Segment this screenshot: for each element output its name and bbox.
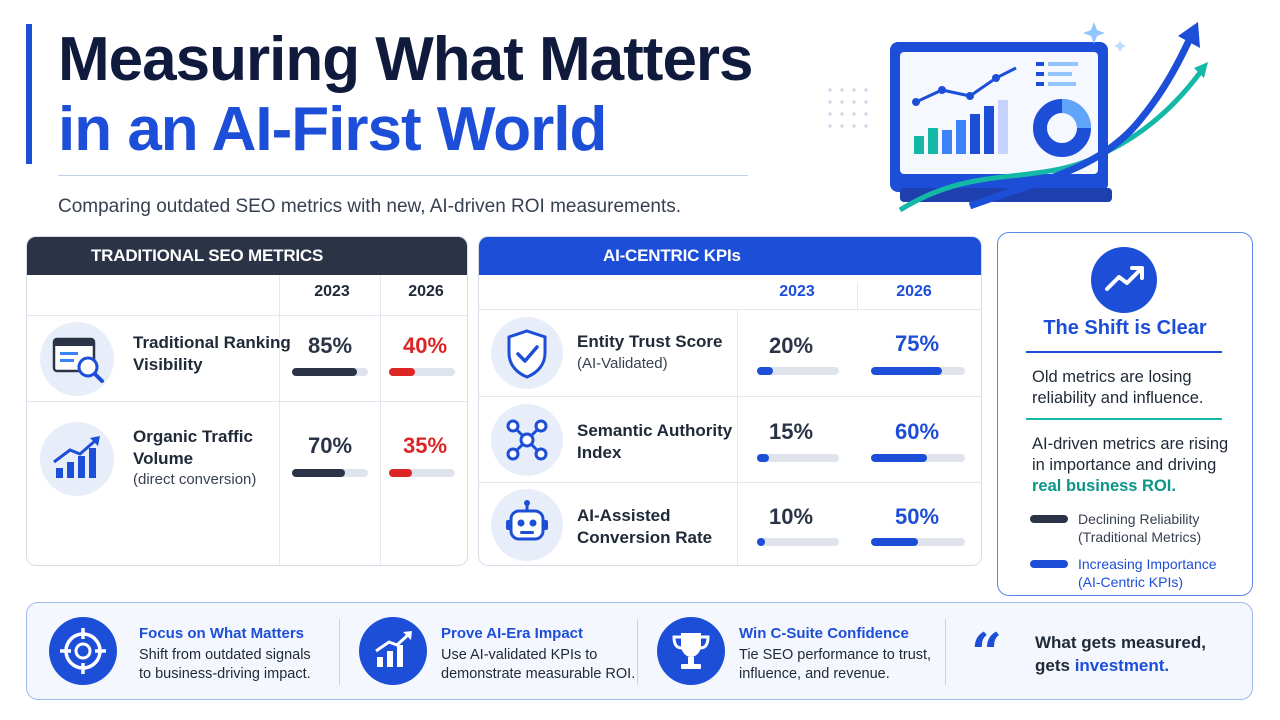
page-subtitle: Comparing outdated SEO metrics with new,… <box>58 196 682 217</box>
column-divider <box>380 275 381 565</box>
bar-2023 <box>757 454 839 462</box>
page-title-line1: Measuring What Matters <box>58 25 754 94</box>
traditional-metrics-heading: TRADITIONAL SEO METRICS <box>27 237 467 275</box>
legend-swatch-increasing <box>1030 560 1068 568</box>
footer-item-text: Use AI-validated KPIs to demonstrate mea… <box>441 647 636 682</box>
value-2026: 40% <box>402 333 448 358</box>
footer-item-text: Tie SEO performance to trust, influence,… <box>739 647 932 682</box>
metric-name: Semantic Authority Index <box>577 421 733 462</box>
legend-increasing: Increasing Importance (AI-Centric KPIs) <box>1078 556 1217 590</box>
row-divider <box>27 315 467 316</box>
footer-separator <box>945 619 946 685</box>
dashboard-illustration <box>828 22 1208 213</box>
bar-2026 <box>389 469 455 477</box>
metric-subtext: (AI-Validated) <box>577 355 668 372</box>
row-divider <box>479 482 981 483</box>
bar-2023 <box>292 368 368 376</box>
bar-2026 <box>871 454 965 462</box>
trophy-icon <box>657 617 725 685</box>
column-header-2026: 2026 <box>896 283 932 300</box>
column-header-2023: 2023 <box>314 283 350 300</box>
bar-2023 <box>292 469 368 477</box>
title-accent-bar <box>26 24 32 164</box>
shift-old-text: Old metrics are losing reliability and i… <box>1032 368 1204 407</box>
robot-icon <box>491 489 563 561</box>
quote-mark-icon: “ <box>971 621 1003 685</box>
bar-2023 <box>757 367 839 375</box>
traditional-metrics-panel: TRADITIONAL SEO METRICS 2023 2026 Tradit… <box>26 236 468 566</box>
column-header-2023: 2023 <box>779 283 815 300</box>
footer-item-text: Shift from outdated signals to business-… <box>139 647 311 682</box>
page-title-line2: in an AI-First World <box>58 95 607 164</box>
value-2023: 10% <box>768 504 814 529</box>
shield-check-icon <box>491 317 563 389</box>
row-divider <box>27 401 467 402</box>
metric-name: Entity Trust Score <box>577 332 723 351</box>
search-report-icon <box>40 322 114 396</box>
ai-kpis-heading: AI-CENTRIC KPIs <box>479 237 981 275</box>
value-2026: 75% <box>894 331 940 356</box>
bar-2026 <box>871 538 965 546</box>
title-divider <box>58 175 748 176</box>
column-header-2026: 2026 <box>408 283 444 300</box>
value-2026: 35% <box>402 433 448 458</box>
footer-item-heading: Win C-Suite Confidence <box>739 625 909 642</box>
row-divider <box>479 309 981 310</box>
footer-item-heading: Focus on What Matters <box>139 625 305 642</box>
value-2026: 60% <box>894 419 940 444</box>
bar-2026 <box>871 367 965 375</box>
growth-chart-icon <box>359 617 427 685</box>
shift-divider <box>1026 418 1222 420</box>
metric-subtext: (direct conversion) <box>133 471 257 488</box>
legend-declining: Declining Reliability (Traditional Metri… <box>1078 511 1202 545</box>
target-icon <box>49 617 117 685</box>
bar-2023 <box>757 538 839 546</box>
bar-2026 <box>389 368 455 376</box>
value-2023: 15% <box>768 419 814 444</box>
shift-summary-card: The Shift is Clear Old metrics are losin… <box>997 232 1253 596</box>
legend-swatch-declining <box>1030 515 1068 523</box>
footer-separator <box>637 619 638 685</box>
growth-chart-icon <box>40 422 114 496</box>
metric-name: Traditional Ranking Visibility <box>133 333 291 374</box>
column-divider <box>737 309 738 565</box>
shift-title: The Shift is Clear <box>1043 317 1207 339</box>
row-divider <box>479 396 981 397</box>
metric-name: Organic Traffic Volume <box>133 427 253 468</box>
metric-name: AI-Assisted Conversion Rate <box>577 506 713 547</box>
value-2023: 20% <box>768 333 814 358</box>
column-divider <box>857 283 858 309</box>
ai-kpis-panel: AI-CENTRIC KPIs 2023 2026 Entity Trust S… <box>478 236 982 566</box>
footer-quote: What gets measured, gets investment. <box>1035 633 1206 675</box>
shift-new-text: AI-driven metrics are rising in importan… <box>1032 435 1229 495</box>
value-2023: 70% <box>307 433 353 458</box>
value-2023: 85% <box>307 333 353 358</box>
network-icon <box>491 404 563 476</box>
shift-divider <box>1026 351 1222 353</box>
trend-up-icon <box>1091 247 1157 313</box>
footer-separator <box>339 619 340 685</box>
footer-banner: Focus on What Matters Shift from outdate… <box>26 602 1253 700</box>
value-2026: 50% <box>894 504 940 529</box>
footer-item-heading: Prove AI-Era Impact <box>441 625 583 642</box>
column-divider <box>279 275 280 565</box>
